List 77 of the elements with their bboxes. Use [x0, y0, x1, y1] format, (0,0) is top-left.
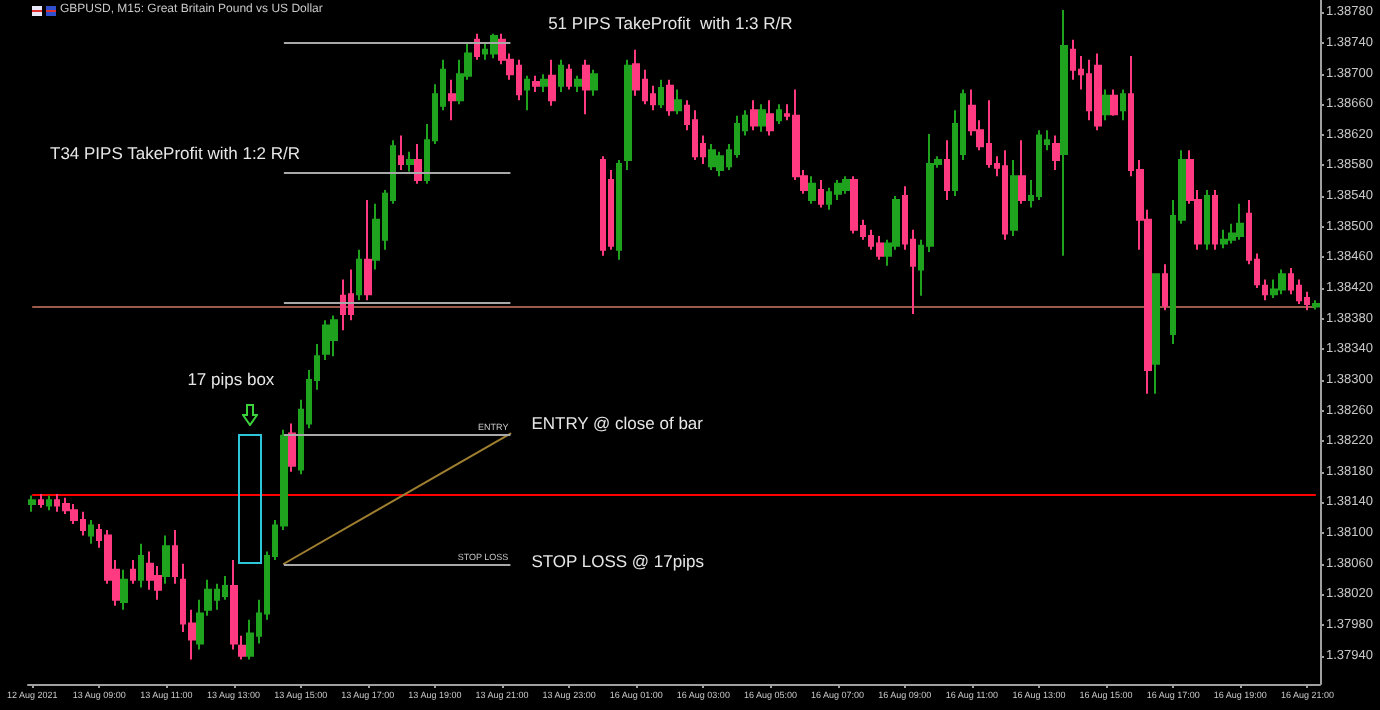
annotation: 17 pips box	[187, 369, 276, 389]
candlestick	[138, 542, 144, 589]
candlestick	[600, 155, 606, 257]
candlestick	[1052, 134, 1060, 172]
candlestick	[616, 159, 622, 261]
candlestick	[474, 32, 480, 61]
candlestick	[1010, 159, 1018, 237]
annotation: STOP LOSS @ 17pips	[531, 551, 704, 571]
candlestick	[808, 175, 816, 205]
candlestick	[1236, 202, 1244, 241]
candlestick	[818, 179, 824, 209]
candlestick	[658, 78, 664, 109]
candlestick	[340, 278, 346, 332]
candlestick	[406, 150, 414, 173]
candlestick	[632, 48, 640, 97]
candlestick	[674, 88, 682, 116]
candlestick	[1094, 52, 1102, 132]
candlestick	[582, 58, 590, 116]
annotation: ENTRY @ close of bar	[531, 413, 704, 433]
candlestick	[842, 175, 850, 195]
candlestick	[1204, 188, 1210, 251]
candlestick	[776, 103, 782, 126]
candlestick	[414, 143, 422, 185]
candlestick	[716, 150, 724, 178]
candlestick	[1110, 88, 1118, 117]
candlestick	[162, 534, 170, 585]
candlestick	[540, 73, 548, 93]
candlestick	[448, 78, 456, 122]
annotation: 51 PIPS TakeProfit with 1:3 R/R	[548, 13, 793, 33]
candlestick	[1018, 139, 1026, 205]
candlestick	[1060, 8, 1068, 257]
candlestick	[876, 234, 884, 261]
candlestick	[758, 103, 766, 133]
candlestick	[348, 268, 354, 322]
candlestick	[574, 74, 582, 93]
candlestick	[624, 58, 632, 172]
candlestick	[548, 58, 556, 107]
candlestick	[1120, 88, 1126, 122]
candlestick	[398, 134, 404, 172]
candlestick	[28, 494, 36, 513]
candlestick	[322, 319, 330, 361]
candlestick	[944, 139, 950, 201]
annotation: T34 PIPS TakeProfit with 1:2 R/R	[50, 143, 301, 163]
candlestick	[364, 198, 372, 302]
candlestick	[666, 78, 674, 117]
candlestick	[88, 519, 94, 545]
candlestick	[230, 558, 238, 651]
candlestick	[1102, 88, 1110, 122]
candlestick	[566, 63, 572, 91]
candlestick	[1270, 278, 1278, 299]
candlestick	[532, 74, 540, 93]
candlestick	[1036, 129, 1042, 201]
candlestick	[490, 32, 498, 60]
candlestick	[1152, 273, 1160, 395]
candlestick	[524, 74, 530, 112]
candlestick	[120, 568, 128, 611]
candlestick	[1278, 268, 1286, 296]
candlestick	[558, 58, 564, 93]
candlestick	[850, 175, 858, 235]
candlestick	[356, 248, 362, 302]
candlestick	[288, 422, 296, 473]
candlestick	[46, 494, 52, 512]
candlestick	[1220, 228, 1228, 250]
candlestick	[1312, 299, 1320, 311]
candlestick	[1162, 263, 1168, 312]
candlestick	[766, 99, 774, 137]
candlestick	[330, 314, 338, 358]
candlestick	[38, 493, 44, 509]
candlestick	[130, 558, 136, 585]
candlestick	[172, 529, 178, 585]
candlestick	[1262, 278, 1268, 302]
candlestick	[750, 99, 758, 132]
candlestick	[590, 68, 598, 97]
candlestick	[708, 143, 716, 172]
candlestick	[1002, 149, 1008, 241]
candlestick	[1288, 267, 1294, 296]
candlestick	[1212, 188, 1218, 251]
